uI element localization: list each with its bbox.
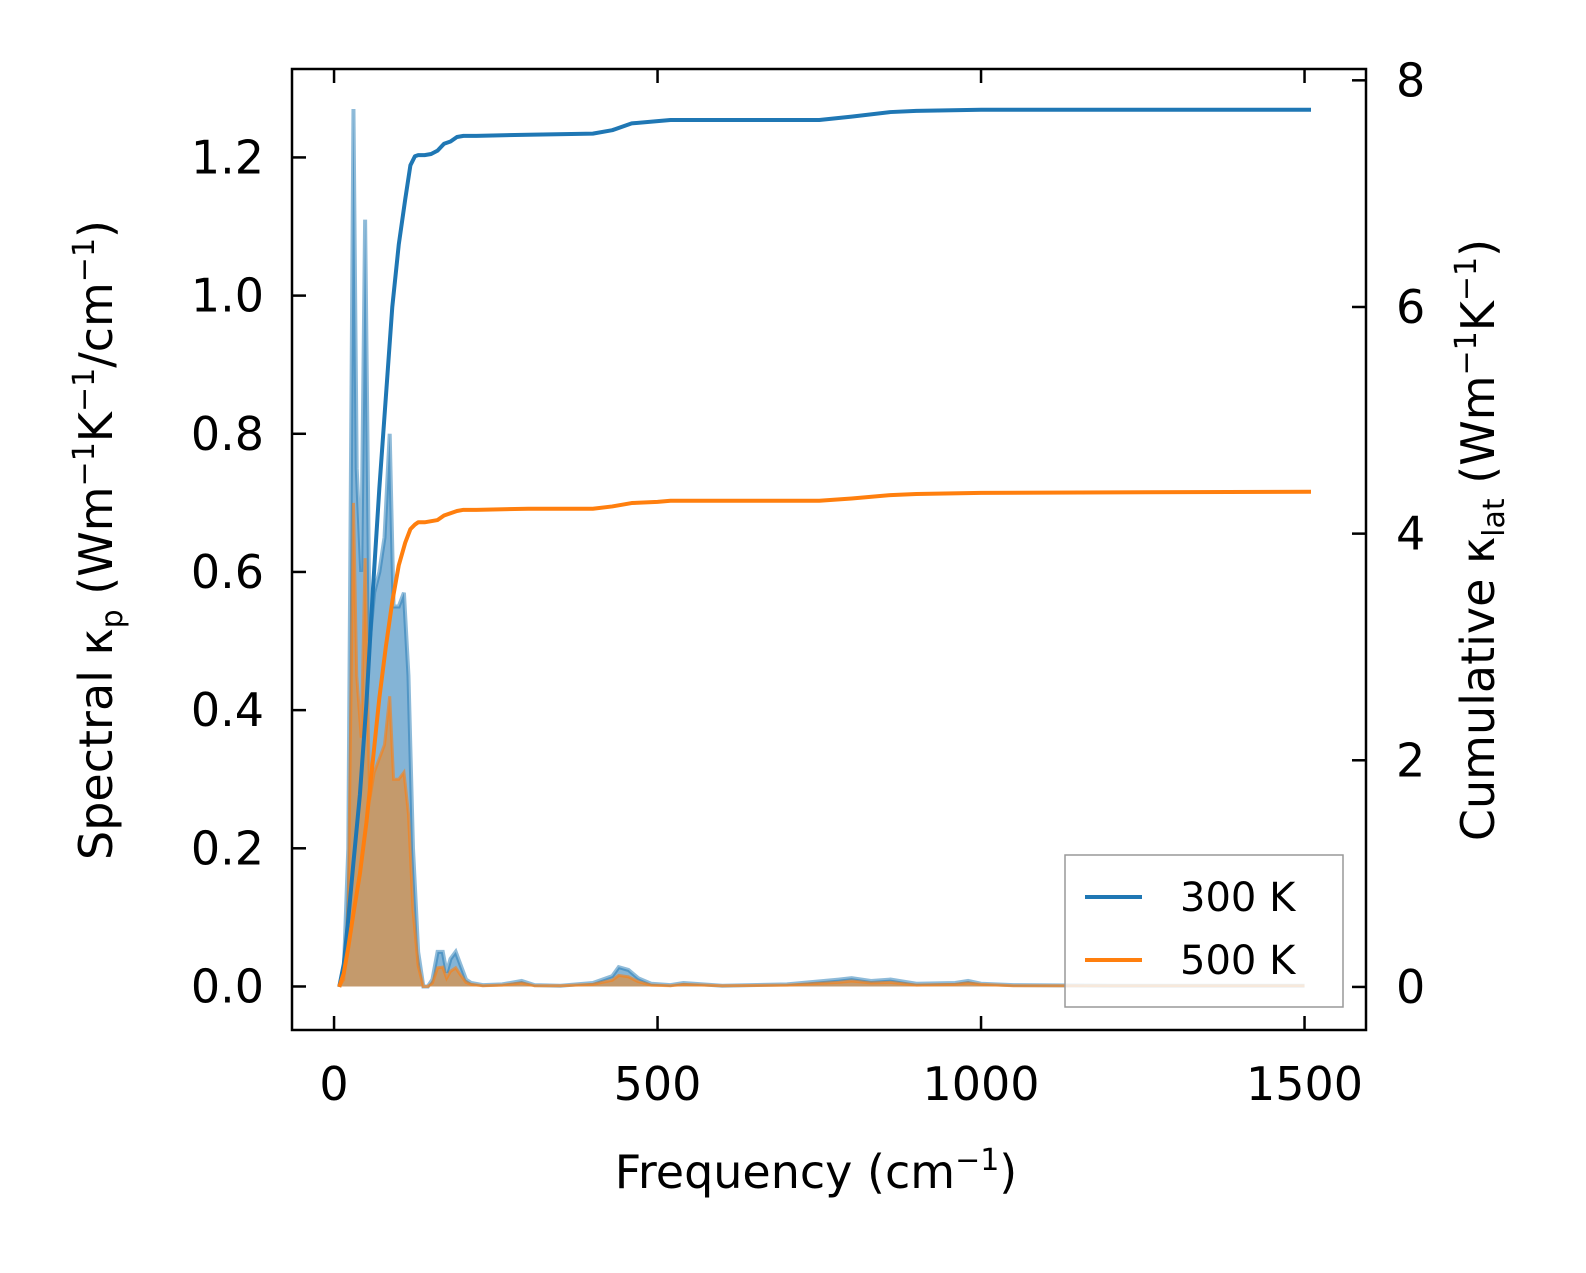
- cumulative-500k-line: [337, 489, 1312, 988]
- cumulative-300k-line: [337, 107, 1312, 988]
- x-tick-label: 0: [319, 1057, 348, 1111]
- y-axis-label-left: Spectral κp (Wm−1K−1/cm−1): [67, 220, 130, 860]
- x-tick-label: 1000: [923, 1057, 1040, 1111]
- spectral-300k-line: [337, 109, 1305, 989]
- y-left-tick-label: 0.8: [191, 407, 264, 461]
- y-left-tick-label: 0.2: [191, 821, 264, 875]
- y-left-tick-label: 0.4: [191, 683, 264, 737]
- legend: 300 K 500 K: [1064, 854, 1344, 1008]
- y-left-tick-label: 0.6: [191, 545, 264, 599]
- y-right-tick-label: 0: [1396, 960, 1425, 1014]
- plot-frame: [290, 67, 1368, 1032]
- y-left-tick-label: 1.0: [191, 269, 264, 323]
- spectral-fills: [337, 109, 1305, 989]
- y-right-tick-label: 4: [1396, 507, 1425, 561]
- x-axis-label: Frequency (cm−1): [615, 1143, 1018, 1199]
- y-right-tick-label: 2: [1396, 733, 1425, 787]
- y-axis-label-right: Cumulative κlat (Wm−1K−1): [1449, 239, 1512, 841]
- legend-box: [1064, 854, 1344, 1008]
- spectral-500k-line: [337, 502, 1305, 988]
- y-right-tick-label: 6: [1396, 280, 1425, 334]
- x-tick-label: 500: [614, 1057, 702, 1111]
- y-right-tick-label: 8: [1396, 53, 1425, 107]
- legend-label-300k: 300 K: [1180, 875, 1297, 921]
- legend-label-500k: 500 K: [1180, 938, 1297, 984]
- axis-ticks: 0 500 1000 1500 0.0 0.2 0.4 0.6 0.8 1.0 1.2 0 2 4 6 8: [191, 53, 1425, 1111]
- series-lines: [337, 107, 1312, 988]
- x-tick-label: 1500: [1246, 1057, 1363, 1111]
- y-left-tick-label: 0.0: [191, 959, 264, 1013]
- y-left-tick-label: 1.2: [191, 130, 264, 184]
